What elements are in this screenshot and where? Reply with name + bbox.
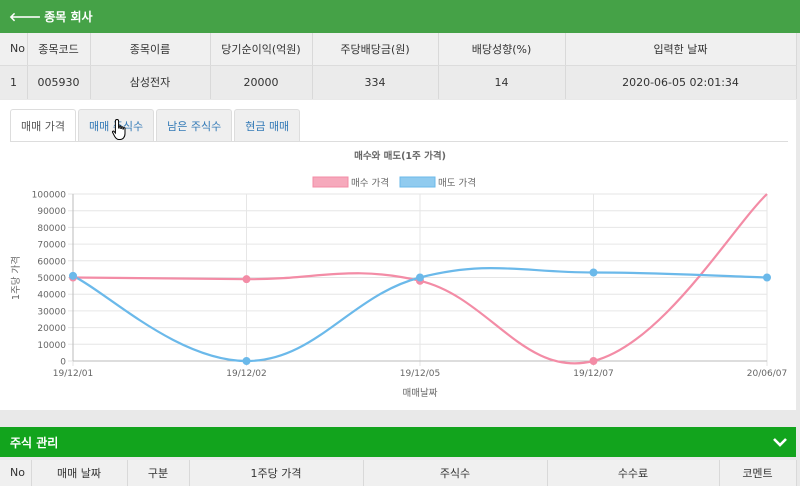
- y-tick-label: 80000: [37, 224, 66, 234]
- table-cell: 2020-06-05 02:01:34: [565, 65, 797, 99]
- legend-label: 매도 가격: [438, 177, 476, 189]
- data-point: [589, 357, 598, 365]
- legend-swatch: [312, 176, 349, 188]
- y-tick-label: 60000: [37, 257, 66, 267]
- table-header-row: No 종목코드 종목이름 당기순이익(억원) 주당배당금(원) 배당성향(%) …: [0, 33, 797, 66]
- x-tick-label: 19/12/05: [400, 369, 440, 379]
- column-header: 주당배당금(원): [312, 33, 439, 66]
- stock-section-header[interactable]: 주식 관리: [0, 427, 796, 457]
- tab-bar: 매매 가격 매매 주식수 남은 주식수 현금 매매: [10, 109, 302, 142]
- company-table: No 종목코드 종목이름 당기순이익(억원) 주당배당금(원) 배당성향(%) …: [0, 33, 797, 99]
- arrow-left-icon[interactable]: 🡐: [9, 10, 42, 24]
- x-tick-label: 19/12/02: [226, 369, 266, 379]
- column-header: 구분: [127, 460, 190, 486]
- column-header: 종목이름: [90, 33, 211, 66]
- stock-table: No 매매 날짜 구분 1주당 가격 주식수 수수료 코멘트: [0, 460, 797, 486]
- chart-panel: 매매 가격 매매 주식수 남은 주식수 현금 매매: [0, 100, 796, 410]
- y-tick-label: 100000: [32, 191, 67, 201]
- x-tick-label: 19/12/01: [53, 369, 93, 379]
- data-point: [69, 271, 77, 280]
- hand-pointer-icon: [111, 118, 126, 140]
- table-cell: 삼성전자: [90, 65, 211, 99]
- y-tick-label: 20000: [37, 324, 66, 334]
- table-header-row: No 매매 날짜 구분 1주당 가격 주식수 수수료 코멘트: [0, 460, 797, 486]
- y-tick-label: 30000: [37, 307, 66, 317]
- tab-divider: [10, 141, 788, 142]
- data-point: [589, 268, 598, 277]
- tab-remaining-shares[interactable]: 남은 주식수: [156, 109, 233, 142]
- x-tick-label: 20/06/07: [747, 369, 787, 379]
- data-point: [242, 357, 251, 365]
- tab-trade-price[interactable]: 매매 가격: [10, 109, 76, 142]
- x-tick-label: 19/12/07: [573, 369, 613, 379]
- legend-swatch: [399, 176, 436, 188]
- column-header: 수수료: [547, 460, 720, 486]
- y-axis-title: 1주당 가격: [10, 256, 22, 300]
- table-cell: 20000: [210, 65, 313, 99]
- data-point: [763, 273, 771, 282]
- table-cell: 334: [312, 65, 439, 99]
- chart-title: 매수와 매도(1주 가격): [354, 150, 446, 162]
- column-header: 1주당 가격: [189, 460, 364, 486]
- table-cell: 1: [0, 65, 28, 99]
- column-header: 매매 날짜: [31, 460, 128, 486]
- column-header: 코멘트: [719, 460, 797, 486]
- column-header: No: [0, 33, 28, 66]
- price-line-chart: 1000009000080000700006000050000400003000…: [10, 150, 787, 399]
- chevron-down-icon[interactable]: [772, 434, 788, 450]
- data-point: [242, 275, 251, 284]
- column-header: 배당성향(%): [438, 33, 566, 66]
- y-tick-label: 40000: [37, 291, 66, 301]
- table-row[interactable]: 1 005930 삼성전자 20000 334 14 2020-06-05 02…: [0, 65, 797, 99]
- table-cell: 14: [438, 65, 566, 99]
- y-tick-label: 10000: [37, 341, 66, 351]
- company-header: 🡐 종목 회사: [0, 0, 800, 33]
- x-axis-title: 매매날짜: [403, 388, 438, 399]
- tab-cash-trade[interactable]: 현금 매매: [234, 109, 301, 142]
- stock-section-title: 주식 관리: [10, 435, 59, 450]
- y-tick-label: 90000: [37, 207, 66, 217]
- data-point: [416, 273, 424, 282]
- series-line: [72, 193, 768, 365]
- column-header: No: [0, 460, 32, 486]
- y-tick-label: 50000: [37, 274, 66, 284]
- y-tick-label: 0: [60, 358, 66, 368]
- header-title[interactable]: 종목 회사: [44, 10, 93, 24]
- table-cell: 005930: [27, 65, 91, 99]
- y-tick-label: 70000: [37, 241, 66, 251]
- column-header: 입력한 날짜: [565, 33, 797, 66]
- column-header: 당기순이익(억원): [210, 33, 313, 66]
- legend-label: 매수 가격: [351, 177, 389, 189]
- column-header: 종목코드: [27, 33, 91, 66]
- column-header: 주식수: [363, 460, 548, 486]
